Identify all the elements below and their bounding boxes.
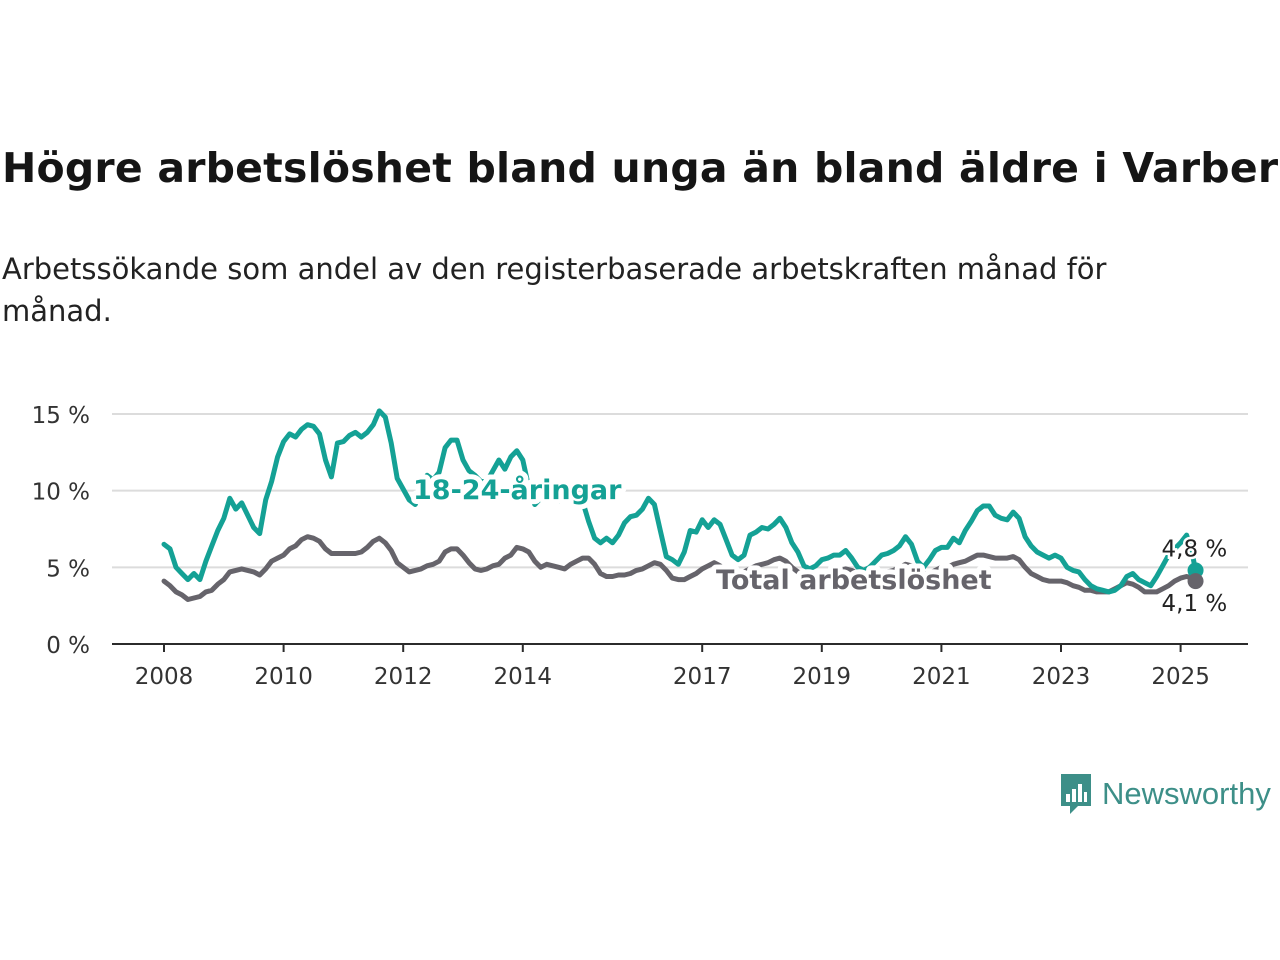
series-end-label: 4,1 % <box>1162 591 1228 617</box>
series-name-label: Total arbetslöshet <box>716 565 992 596</box>
series-end-point <box>1187 573 1204 590</box>
x-tick-label: 2008 <box>135 664 194 690</box>
x-tick-label: 2012 <box>374 664 433 690</box>
series-end-label: 4,8 % <box>1162 536 1228 562</box>
y-tick-label: 5 % <box>46 556 90 582</box>
y-tick-label: 15 % <box>32 403 90 429</box>
chart-subtitle: Arbetssökande som andel av den registerb… <box>2 252 1107 328</box>
y-tick-label: 10 % <box>32 480 90 506</box>
x-tick-label: 2010 <box>254 664 313 690</box>
series-line-youth <box>161 408 1198 595</box>
newsworthy-logo: Newsworthy <box>1058 772 1271 816</box>
x-tick-label: 2014 <box>494 664 553 690</box>
bar-chart-speech-bubble-icon <box>1061 774 1091 814</box>
x-tick-label: 2021 <box>912 664 971 690</box>
x-tick-label: 2023 <box>1032 664 1091 690</box>
x-tick-label: 2019 <box>793 664 852 690</box>
chart-title: Högre arbetslöshet bland unga än bland ä… <box>2 144 1280 192</box>
series-line-total <box>161 534 1198 602</box>
x-tick-label: 2017 <box>673 664 732 690</box>
series-name-label: 18-24-åringar <box>413 474 622 506</box>
y-tick-label: 0 % <box>46 633 90 659</box>
logo-text: Newsworthy <box>1102 776 1271 811</box>
line-chart: 0 % 5 % 10 % 15 % 2008 2010 2012 2014 2017 2019 2… <box>32 403 1248 690</box>
x-tick-label: 2025 <box>1151 664 1210 690</box>
